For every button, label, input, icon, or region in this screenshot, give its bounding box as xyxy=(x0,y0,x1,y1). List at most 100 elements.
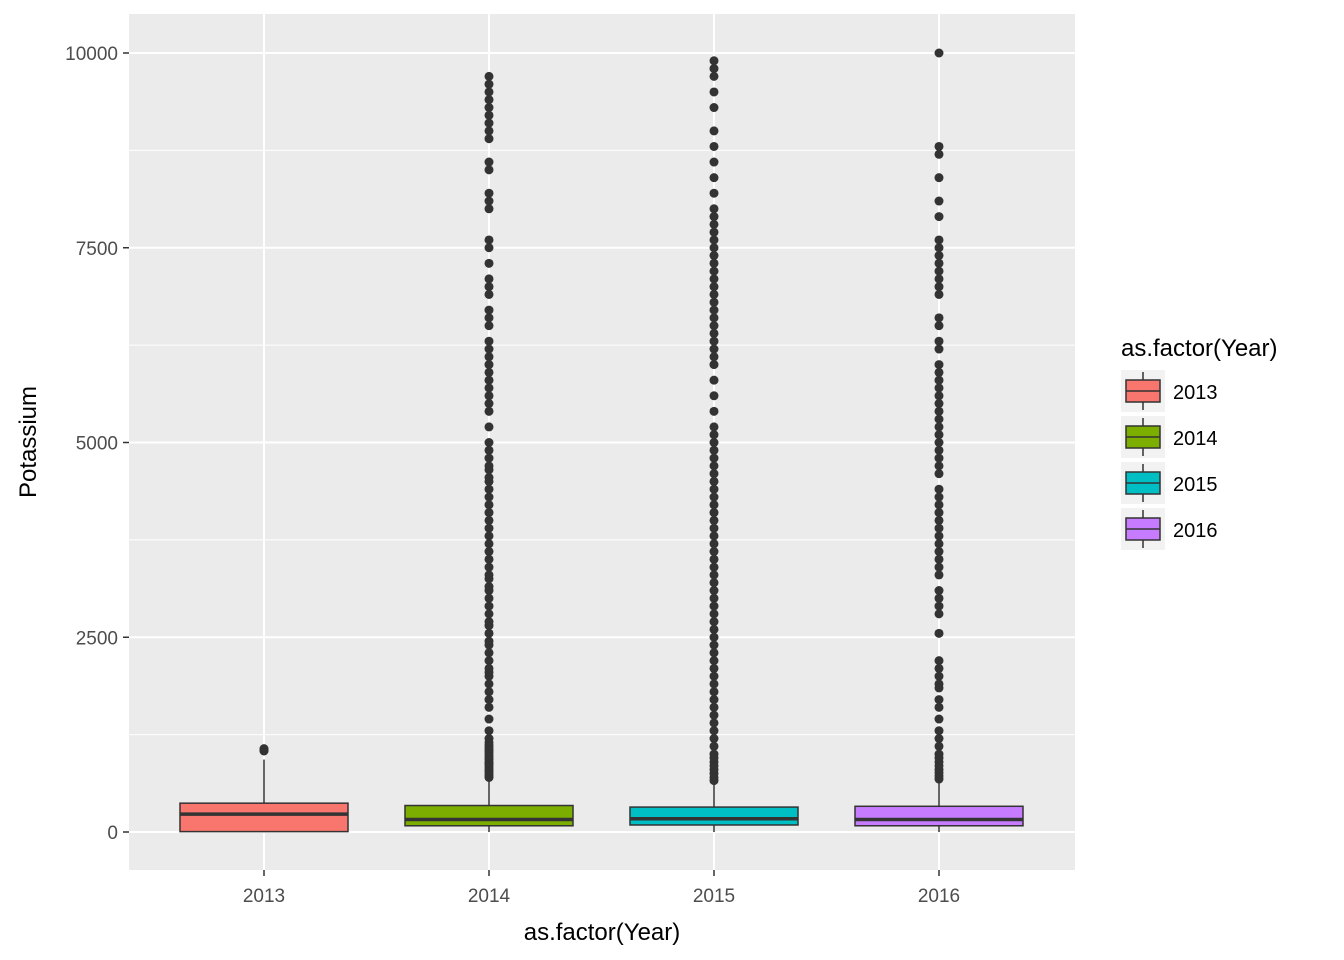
outlier-point xyxy=(709,656,719,666)
outlier-point xyxy=(484,593,494,603)
outlier-point xyxy=(484,313,494,323)
outlier-point xyxy=(484,663,494,673)
y-tick-label: 7500 xyxy=(76,239,118,260)
outlier-point xyxy=(709,710,719,720)
outlier-point xyxy=(709,523,719,533)
outlier-point xyxy=(484,383,494,393)
outlier-point xyxy=(709,624,719,634)
outlier-point xyxy=(709,586,719,596)
y-tick-label: 5000 xyxy=(76,434,118,455)
outlier-point xyxy=(934,336,944,346)
outlier-point xyxy=(934,430,944,440)
outlier-point xyxy=(709,438,719,447)
outlier-point xyxy=(709,734,719,744)
outlier-point xyxy=(934,406,944,416)
outlier-point xyxy=(484,243,494,253)
box-2014 xyxy=(404,71,574,832)
outlier-point xyxy=(934,282,944,292)
outlier-point xyxy=(709,578,719,588)
box-2015 xyxy=(629,56,799,832)
outlier-point xyxy=(934,523,944,533)
outlier-point xyxy=(934,445,944,455)
outlier-point xyxy=(709,56,719,66)
outlier-point xyxy=(709,741,719,751)
outlier-point xyxy=(709,344,719,354)
outlier-point xyxy=(484,204,494,214)
y-tick-label: 10000 xyxy=(65,44,118,65)
outlier-point xyxy=(934,414,944,424)
outlier-point xyxy=(934,628,944,638)
outlier-point xyxy=(484,734,494,744)
outlier-point xyxy=(709,554,719,564)
outlier-point xyxy=(934,274,944,284)
outlier-point xyxy=(484,352,494,362)
outlier-point xyxy=(709,212,719,222)
outlier-point xyxy=(484,336,494,346)
outlier-point xyxy=(709,258,719,268)
outlier-point xyxy=(484,438,494,447)
outlier-point xyxy=(484,274,494,284)
outlier-point xyxy=(484,539,494,549)
x-axis-title: as.factor(Year) xyxy=(524,919,681,946)
outlier-point xyxy=(484,321,494,331)
outlier-point xyxy=(934,289,944,299)
outlier-point xyxy=(934,500,944,510)
outlier-point xyxy=(709,648,719,658)
legend: as.factor(Year) 2013 2014 2015 2016 xyxy=(1121,335,1278,550)
outlier-point xyxy=(934,141,944,151)
outlier-point xyxy=(484,134,494,144)
outlier-point xyxy=(934,360,944,370)
legend-label: 2015 xyxy=(1173,474,1218,496)
outlier-point xyxy=(709,508,719,518)
outlier-point xyxy=(709,500,719,510)
outlier-point xyxy=(484,679,494,689)
outlier-point xyxy=(709,266,719,276)
outlier-point xyxy=(484,726,494,736)
outlier-point xyxy=(484,531,494,541)
outlier-point xyxy=(934,484,944,494)
x-tick-label: 2013 xyxy=(243,886,285,907)
outlier-point xyxy=(484,344,494,354)
outlier-point xyxy=(484,126,494,136)
outlier-point xyxy=(484,305,494,315)
outlier-point xyxy=(934,679,944,689)
outlier-point xyxy=(709,663,719,673)
outlier-point xyxy=(484,547,494,557)
outlier-point xyxy=(709,562,719,572)
y-axis-ticks: 0 2500 5000 7500 10000 xyxy=(65,44,129,844)
outlier-point xyxy=(484,473,494,483)
outlier-point xyxy=(934,313,944,323)
outlier-point xyxy=(709,274,719,284)
outlier-point xyxy=(709,422,719,432)
legend-key-2016: 2016 xyxy=(1121,508,1218,550)
outlier-point xyxy=(934,714,944,724)
outlier-point xyxy=(484,282,494,292)
legend-title: as.factor(Year) xyxy=(1121,335,1278,362)
outlier-point xyxy=(934,695,944,705)
outlier-point xyxy=(709,173,719,183)
outlier-point xyxy=(709,188,719,198)
outlier-point xyxy=(934,547,944,557)
outlier-point xyxy=(709,726,719,736)
outlier-point xyxy=(934,453,944,463)
outlier-point xyxy=(709,71,719,81)
outlier-point xyxy=(709,227,719,237)
outlier-point xyxy=(484,165,494,175)
outlier-point xyxy=(709,289,719,299)
outlier-point xyxy=(934,741,944,751)
legend-key-2014: 2014 xyxy=(1121,416,1218,458)
outlier-point xyxy=(484,196,494,206)
box-2016 xyxy=(854,48,1024,832)
outlier-point xyxy=(709,204,719,214)
y-tick-label: 0 xyxy=(107,823,118,844)
outlier-point xyxy=(484,157,494,167)
outlier-point xyxy=(709,352,719,362)
outlier-point xyxy=(709,87,719,97)
outlier-point xyxy=(709,64,719,74)
legend-label: 2013 xyxy=(1173,382,1218,404)
outlier-point xyxy=(934,515,944,525)
outlier-point xyxy=(934,212,944,222)
outlier-point xyxy=(934,344,944,354)
outlier-point xyxy=(934,399,944,409)
